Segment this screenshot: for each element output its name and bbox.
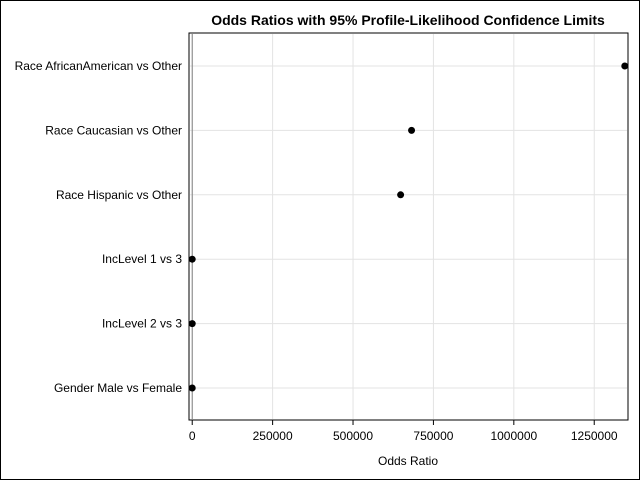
x-axis-tick-label: 500000 [333,429,373,443]
x-axis-tick-label: 1250000 [571,429,618,443]
plot-area [188,32,629,421]
y-axis-category-label: IncLevel 1 vs 3 [102,252,182,266]
x-axis-ticks: 0 250000 500000 750000 1000000 1250000 [189,420,618,443]
x-axis-title: Odds Ratio [378,454,438,468]
data-point [621,62,629,70]
data-points [188,62,629,392]
chart-title: Odds Ratios with 95% Profile-Likelihood … [211,12,605,28]
y-axis-category-label: Race Hispanic vs Other [56,188,182,202]
y-axis-category-labels: Race AfricanAmerican vs Other Race Caucas… [15,59,183,395]
y-axis-category-label: Race AfricanAmerican vs Other [15,59,182,73]
data-point [188,255,196,263]
y-axis-category-label: IncLevel 2 vs 3 [102,317,182,331]
x-axis-tick-label: 0 [189,429,196,443]
x-axis-tick-label: 750000 [413,429,453,443]
data-point [188,320,196,328]
y-axis-category-label: Race Caucasian vs Other [45,123,182,137]
data-point [397,191,405,199]
y-axis-category-label: Gender Male vs Female [54,381,182,395]
data-point [408,126,416,134]
x-axis-tick-label: 1000000 [490,429,537,443]
data-point [188,384,196,392]
x-axis-tick-label: 250000 [253,429,293,443]
